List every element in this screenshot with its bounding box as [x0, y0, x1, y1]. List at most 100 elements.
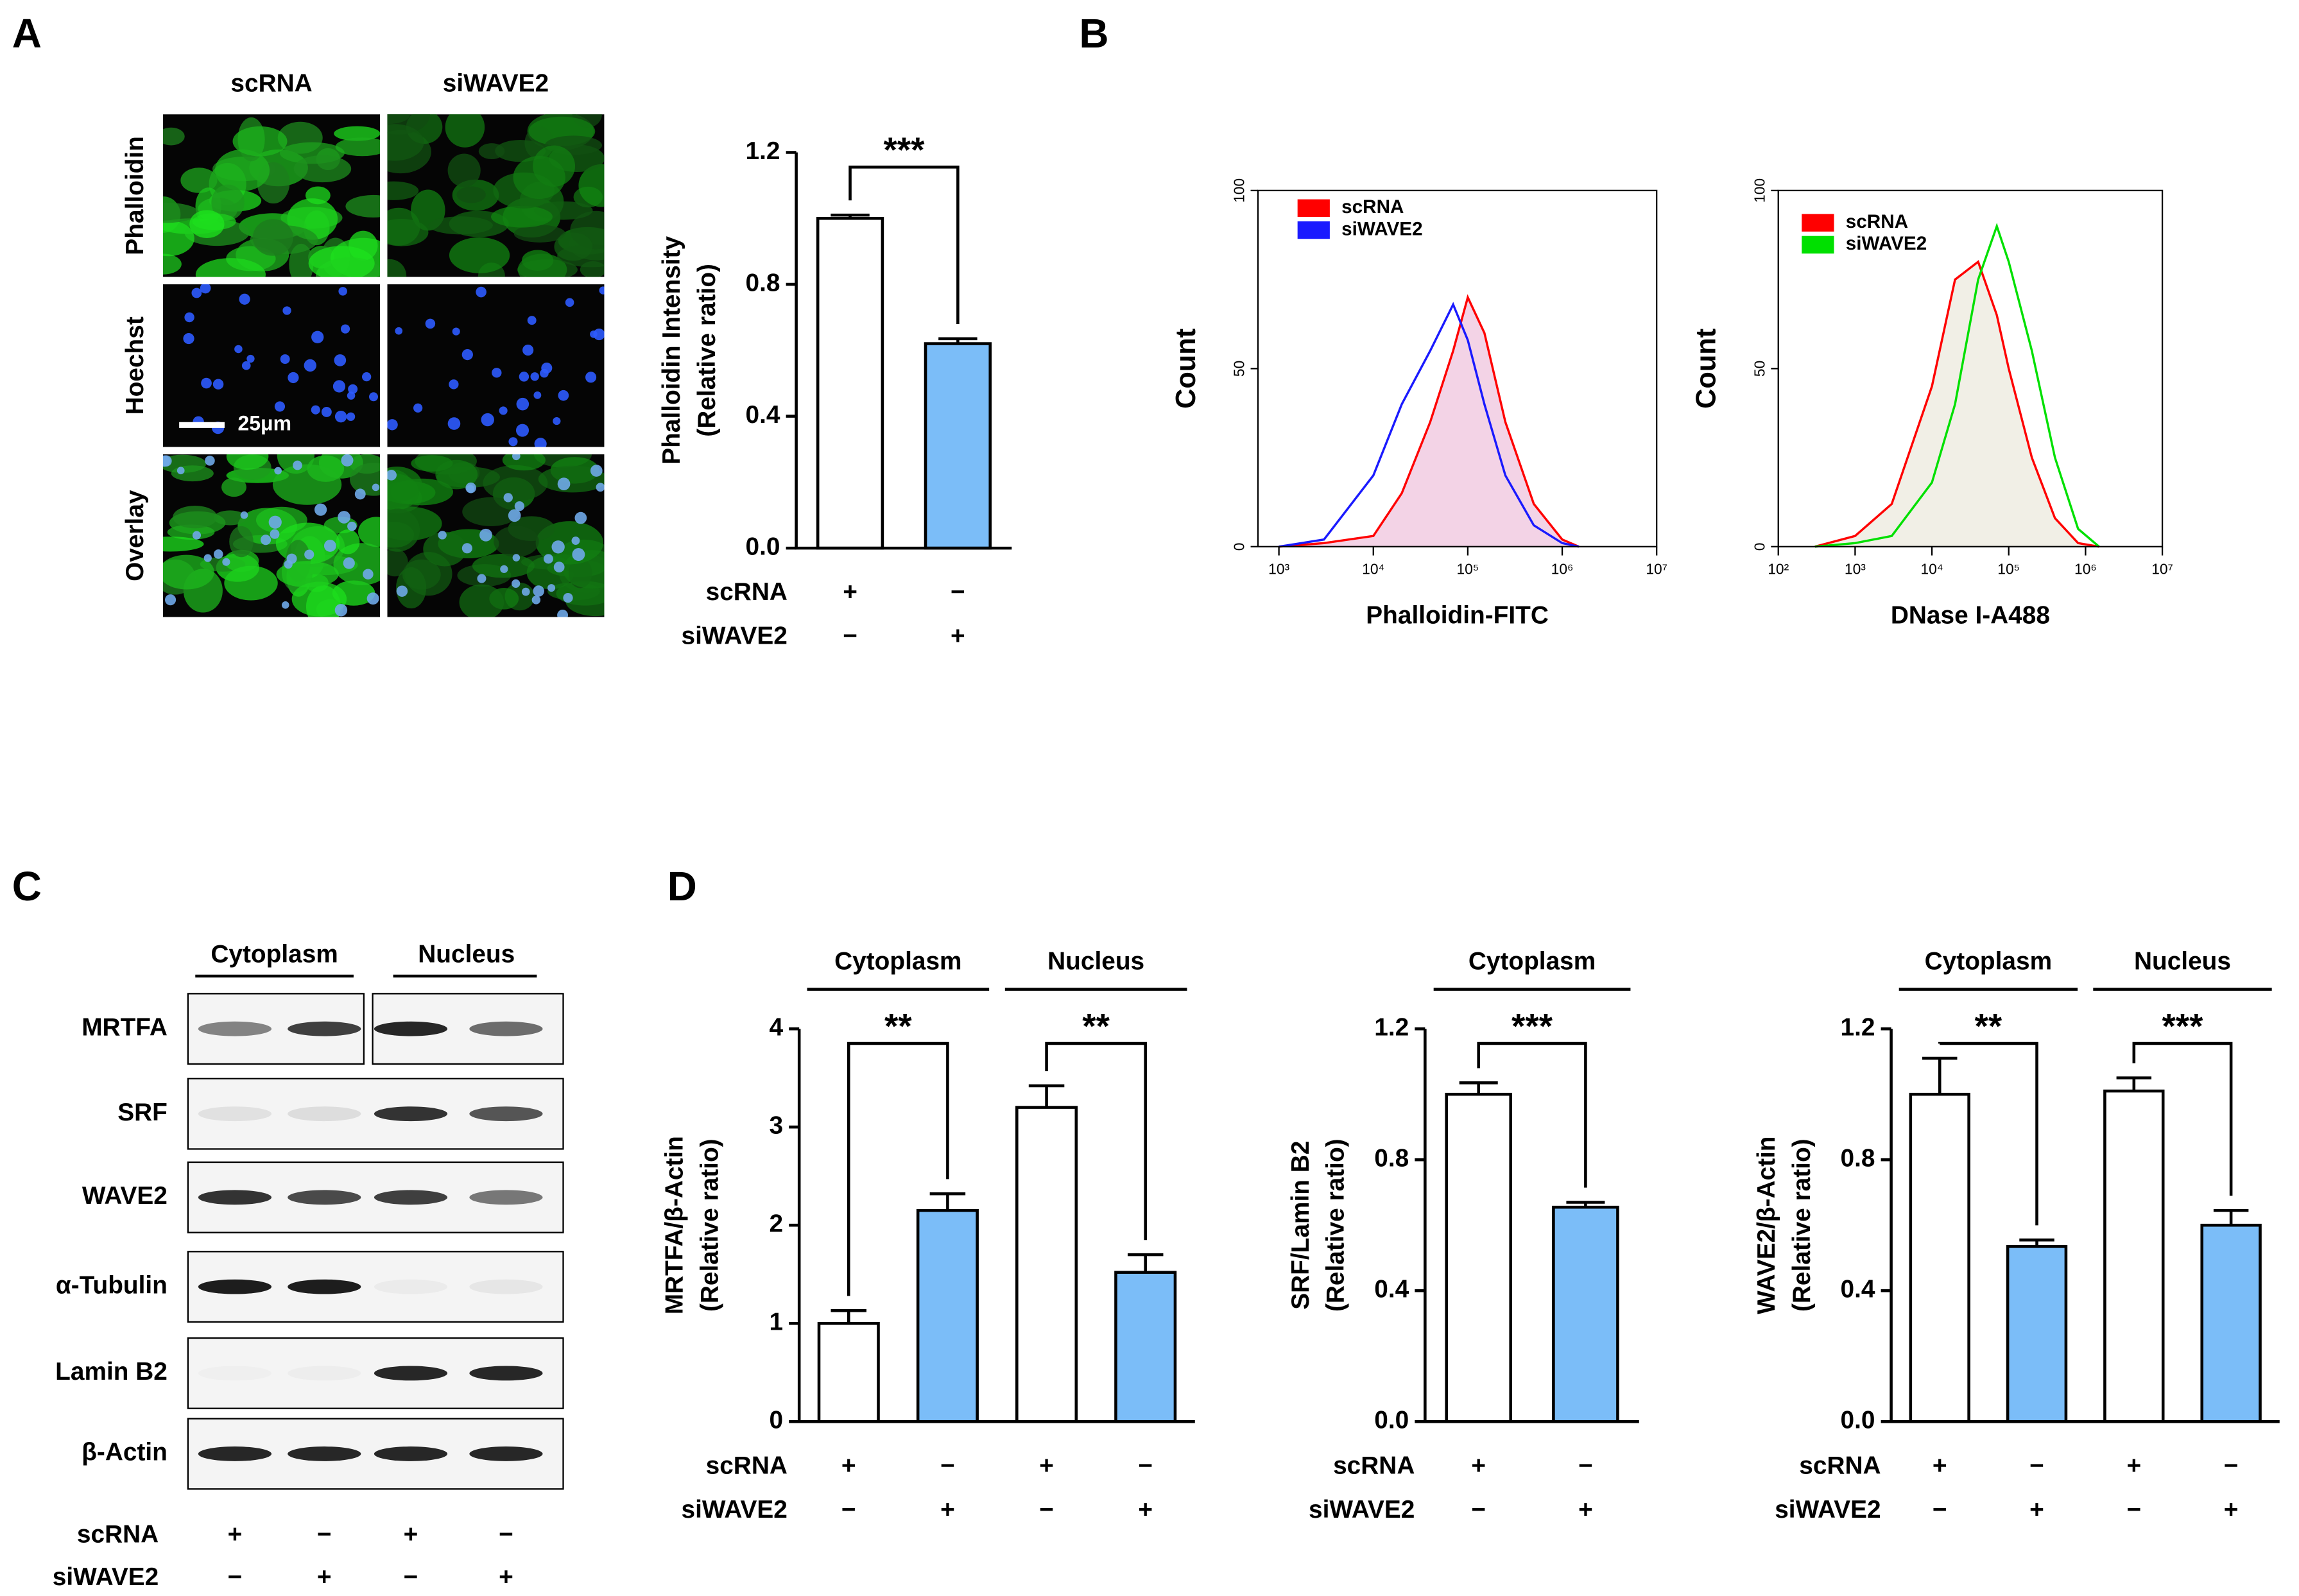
nucleus-stain [163, 455, 172, 467]
nucleus-stain [222, 558, 230, 566]
y-tick-label: 4 [769, 1013, 783, 1041]
group-label: Cytoplasm [834, 948, 961, 975]
band [374, 1279, 448, 1294]
condition-sign: − [2126, 1496, 2141, 1523]
x-tick-label: 10⁴ [1362, 560, 1384, 577]
cell-stain [163, 127, 185, 146]
cell-stain [163, 220, 194, 257]
condition-sign: − [2224, 1452, 2239, 1479]
group-label: Nucleus [1047, 948, 1144, 975]
micrograph [163, 284, 381, 447]
nucleus-stain [354, 488, 366, 500]
significance-bracket [1938, 1042, 2038, 1226]
condition-sign: − [1933, 1496, 1947, 1523]
band [198, 1106, 272, 1122]
nucleus-stain [387, 470, 397, 481]
cell-stain [163, 202, 200, 223]
bar [1015, 1106, 1078, 1423]
band [198, 1190, 272, 1205]
condition-sign: − [1039, 1496, 1054, 1523]
y-tick-label: 1.2 [746, 137, 780, 165]
band [374, 1021, 448, 1036]
condition-label: siWAVE2 [1309, 1496, 1415, 1523]
nucleus-stain [282, 306, 291, 315]
nucleus-stain [508, 509, 521, 522]
nucleus-stain [541, 363, 553, 374]
nucleus-stain [338, 287, 347, 296]
y-tick-label: 0.8 [1840, 1144, 1875, 1172]
nucleus-stain [544, 554, 553, 564]
condition-label: siWAVE2 [1775, 1496, 1881, 1523]
x-tick-label: 10² [1768, 560, 1789, 577]
nucleus-stain [268, 515, 282, 529]
cell-stain [211, 184, 245, 221]
cell-stain [163, 253, 182, 275]
band [288, 1446, 361, 1461]
nucleus-stain [311, 330, 324, 343]
y-tick-label: 0.4 [1374, 1275, 1409, 1303]
nucleus-stain [293, 460, 302, 470]
x-tick-label: 10⁷ [2151, 560, 2173, 577]
y-tick-label: 2 [769, 1210, 783, 1237]
condition-sign: + [228, 1521, 243, 1549]
cell-stain [435, 459, 478, 490]
condition-sign: − [951, 578, 965, 606]
y-tick-label: 0.4 [1840, 1275, 1875, 1303]
group-label: Cytoplasm [1468, 948, 1596, 975]
cell-stain [578, 164, 605, 207]
cell-stain [423, 531, 467, 567]
nucleus-stain [361, 372, 372, 382]
y-tick-label: 0.4 [746, 401, 780, 429]
axis [1890, 1029, 2280, 1423]
nucleus-stain [213, 549, 223, 559]
condition-label: scRNA [1799, 1452, 1881, 1479]
cell-stain [189, 210, 225, 239]
nucleus-stain [534, 438, 547, 447]
band [469, 1279, 543, 1294]
cell-stain [387, 219, 429, 246]
cell-stain [445, 114, 485, 148]
cell-stain [293, 155, 352, 183]
y-tick-label: 3 [769, 1111, 783, 1139]
condition-sign: − [1138, 1452, 1153, 1479]
cell-stain [462, 497, 520, 526]
cell-stain [272, 464, 342, 505]
condition-label: siWAVE2 [682, 622, 788, 650]
nucleus-stain [500, 565, 508, 573]
fraction-label: Nucleus [418, 940, 515, 968]
nucleus-stain [438, 531, 447, 540]
protein-label: SRF [117, 1099, 168, 1126]
condition-label: scRNA [706, 1452, 788, 1479]
protein-label: α-Tubulin [56, 1271, 168, 1299]
y-tick-label: 1.2 [1374, 1013, 1409, 1041]
micrograph [387, 284, 605, 447]
significance-bracket [847, 1042, 949, 1296]
bar [2200, 1223, 2262, 1423]
nucleus-stain [512, 554, 521, 562]
group-label: Cytoplasm [1925, 948, 2052, 975]
legend-label: scRNA [1846, 211, 1908, 232]
nucleus-stain [479, 528, 492, 542]
nucleus-stain [574, 511, 587, 524]
nucleus-stain [499, 406, 508, 415]
nucleus-stain [338, 511, 350, 524]
condition-sign: + [1578, 1496, 1593, 1523]
nucleus-stain [288, 372, 299, 384]
nucleus-stain [447, 417, 461, 430]
nucleus-stain [387, 419, 398, 431]
bar [924, 342, 992, 550]
cell-stain [502, 454, 546, 471]
cell-stain [387, 124, 424, 161]
error-bar [929, 1192, 966, 1211]
nucleus-stain [533, 585, 544, 597]
nucleus-stain [347, 391, 356, 400]
nucleus-stain [516, 397, 530, 411]
x-tick-label: 10⁶ [2074, 560, 2097, 577]
cell-stain [306, 585, 341, 617]
band [198, 1279, 272, 1294]
cell-stain [483, 465, 548, 501]
condition-sign: + [317, 1563, 332, 1591]
band [374, 1190, 448, 1205]
